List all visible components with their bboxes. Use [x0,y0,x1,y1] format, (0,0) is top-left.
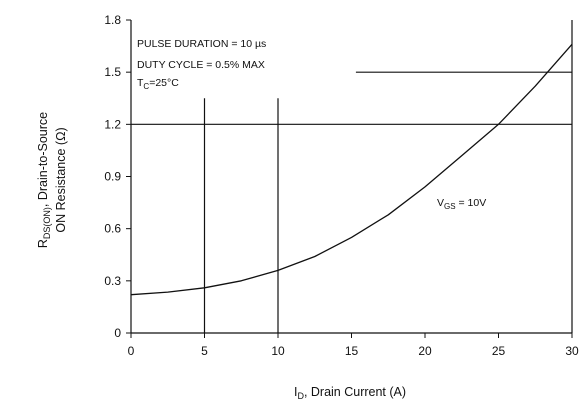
x-axis-title-sub: D [297,391,304,401]
annotation-case-temp-sub: C [143,82,149,91]
x-tick-label: 15 [345,344,359,358]
annotation-duty-cycle: DUTY CYCLE = 0.5% MAX [137,59,265,71]
x-tick-label: 20 [418,344,432,358]
x-axis-title-main: I [294,385,297,399]
annotation-block: PULSE DURATION = 10 µs DUTY CYCLE = 0.5%… [137,38,266,91]
y-axis-title-line2: ON Resistance (Ω) [54,127,68,232]
reference-lines [131,71,572,333]
series-label-rest: = 10V [456,197,487,209]
series-label-vgs: VGS = 10V [437,197,486,211]
x-axis-ticks: 0 5 10 15 20 25 30 [128,333,579,358]
series-label-sub: GS [444,202,456,211]
x-tick-label: 25 [492,344,506,358]
x-tick-label: 30 [565,344,579,358]
y-tick-label: 0 [114,326,121,340]
y-axis-title: RDS(ON), Drain-to-Source ON Resistance (… [36,112,68,248]
y-tick-label: 0.6 [104,222,121,236]
y-axis-title-sub: DS(ON) [42,207,52,239]
x-axis-title-rest: , Drain Current (A) [304,385,406,399]
y-axis-ticks: 0 0.3 0.6 0.9 1.2 1.5 1.8 [104,13,131,340]
y-tick-label: 0.9 [104,170,121,184]
x-tick-label: 5 [201,344,208,358]
x-axis-title: ID, Drain Current (A) [294,385,406,401]
annotation-case-temp-main: T [137,77,144,89]
series-layer [130,43,573,296]
x-tick-label: 10 [271,344,285,358]
y-axis-title-main: R [36,239,50,248]
y-tick-label: 1.2 [104,117,121,131]
annotation-case-temp-rest: =25°C [149,77,179,89]
y-tick-label: 0.3 [104,274,121,288]
x-tick-label: 0 [128,344,135,358]
series-label-main: V [437,197,444,209]
annotation-case-temp: TC=25°C [137,77,179,91]
y-axis-title-line1: RDS(ON), Drain-to-Source [36,112,52,248]
y-tick-label: 1.8 [104,13,121,27]
y-axis-title-rest: , Drain-to-Source [36,112,50,207]
y-tick-label: 1.5 [104,65,121,79]
series-line-vgs-10v [130,43,573,296]
annotation-pulse-duration: PULSE DURATION = 10 µs [137,38,266,50]
